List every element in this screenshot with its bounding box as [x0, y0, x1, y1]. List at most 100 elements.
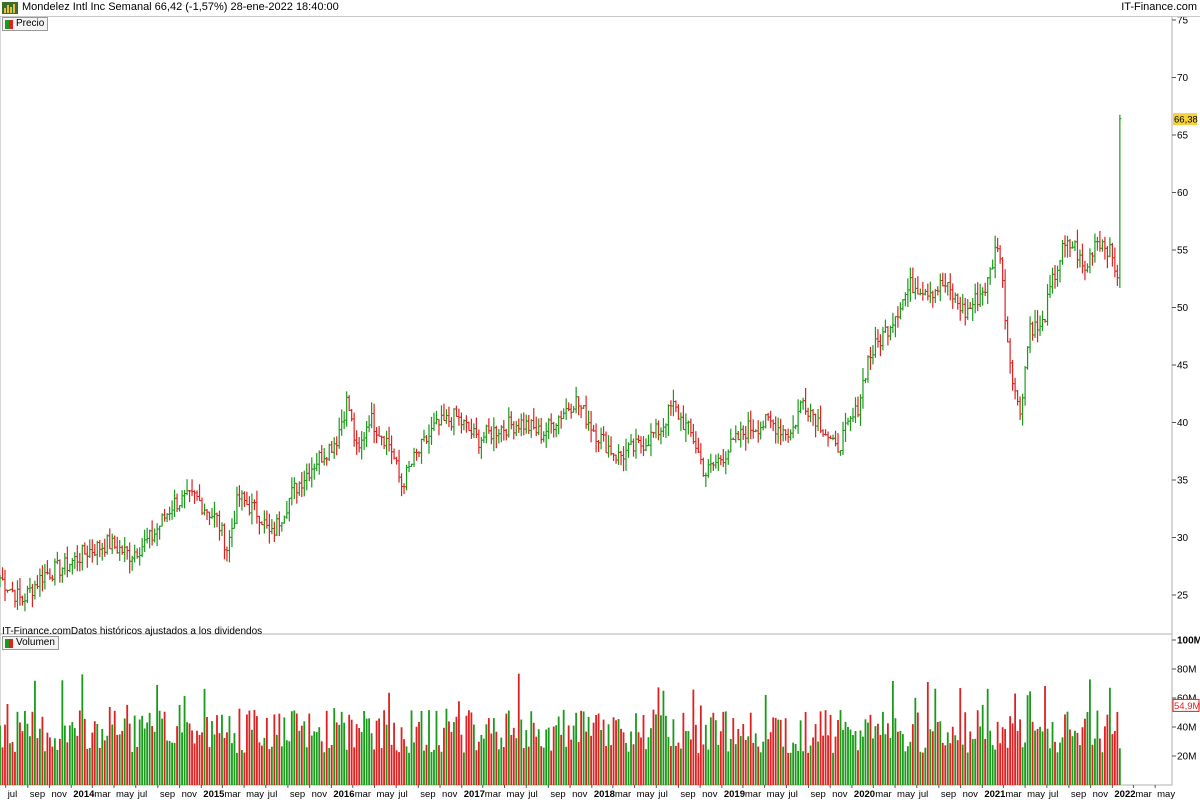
- volume-bar: [283, 717, 286, 785]
- volume-bar: [789, 752, 792, 785]
- volume-bar: [994, 749, 997, 785]
- volume-bar: [19, 722, 21, 785]
- price-legend[interactable]: Precio: [2, 17, 49, 31]
- volume-bar: [176, 726, 178, 785]
- volume-bar: [482, 738, 485, 785]
- volume-bar: [73, 728, 76, 785]
- volume-bar: [959, 688, 962, 785]
- volume-bar: [448, 721, 450, 785]
- volume-bar: [1016, 730, 1019, 785]
- volume-bar: [153, 731, 156, 785]
- volume-bar: [562, 709, 565, 785]
- volume-bar: [650, 728, 652, 785]
- x-axis-label: jul: [7, 789, 18, 800]
- volume-bar: [719, 731, 722, 785]
- volume-bar: [188, 723, 191, 785]
- x-axis-label: 2015: [203, 789, 225, 800]
- volume-bar: [522, 748, 525, 785]
- volume-bar: [470, 712, 473, 785]
- volume-bar: [747, 736, 750, 785]
- volume-bar: [839, 710, 842, 785]
- volume-bar: [575, 712, 578, 785]
- volume-bar: [206, 716, 208, 785]
- volume-bar: [612, 717, 615, 785]
- x-axis-label: 2014: [73, 789, 95, 800]
- volume-bar: [694, 724, 697, 785]
- volume-bar: [161, 718, 164, 785]
- volume-bar: [31, 711, 34, 785]
- x-axis-label: may: [637, 789, 655, 800]
- x-axis-label: mar: [745, 789, 761, 800]
- volume-bar: [712, 712, 715, 785]
- volume-legend[interactable]: Volumen: [2, 636, 59, 650]
- volume-bar: [328, 747, 331, 785]
- volume-bar: [936, 721, 939, 785]
- volume-bar: [545, 729, 548, 785]
- volume-bar: [173, 742, 176, 785]
- legend-swatch-icon: [5, 638, 13, 648]
- x-axis-label: jul: [657, 789, 668, 800]
- volume-bar: [1006, 747, 1009, 785]
- volume-bar: [181, 732, 183, 785]
- x-axis-label: 2018: [594, 789, 615, 800]
- last-price-badge: [1173, 113, 1197, 126]
- volume-bar: [251, 729, 253, 785]
- x-axis-label: sep: [290, 789, 305, 800]
- volume-bar: [141, 715, 144, 785]
- volume-bar: [864, 719, 867, 785]
- x-axis-label: nov: [1093, 789, 1109, 800]
- volume-bar: [1069, 729, 1071, 785]
- volume-bar: [103, 740, 106, 785]
- volume-bar: [228, 716, 231, 785]
- volume-bar: [268, 749, 271, 785]
- volume-bar: [320, 741, 323, 785]
- volume-bar: [757, 746, 760, 785]
- volume-bar: [924, 747, 927, 785]
- x-axis-label: nov: [963, 789, 979, 800]
- volume-bar: [625, 742, 627, 785]
- volume-bar: [1061, 737, 1064, 785]
- volume-bar: [1056, 752, 1059, 785]
- volume-bar: [939, 721, 942, 785]
- volume-bar: [600, 729, 602, 785]
- volume-bar: [1096, 710, 1099, 785]
- volume-bar: [298, 730, 301, 785]
- volume-bar: [877, 723, 879, 785]
- volume-bar: [824, 710, 827, 785]
- volume-bar: [1034, 730, 1036, 785]
- volume-bar: [26, 723, 29, 785]
- volume-bar: [373, 749, 376, 785]
- volume-bar: [385, 724, 388, 785]
- volume-bar: [515, 738, 518, 785]
- volume-bar: [944, 745, 947, 785]
- volume-bar: [727, 751, 730, 785]
- volume-bar: [490, 733, 493, 785]
- volume-bar: [552, 726, 555, 785]
- volume-bar: [1059, 742, 1061, 785]
- volume-bar: [919, 751, 922, 785]
- volume-bar: [238, 708, 241, 785]
- x-axis-label: sep: [941, 789, 956, 800]
- volume-bar: [1084, 718, 1086, 785]
- volume-bar: [602, 719, 605, 785]
- volume-bar: [812, 737, 814, 785]
- volume-bar: [570, 739, 573, 785]
- volume-bar: [305, 747, 308, 785]
- volume-bar: [911, 724, 914, 785]
- volume-bar: [36, 738, 39, 785]
- volume-bar: [1029, 691, 1031, 785]
- x-axis-label: may: [246, 789, 264, 800]
- volume-bar: [645, 749, 647, 785]
- volume-bar: [627, 751, 630, 785]
- volume-bar: [869, 714, 872, 785]
- volume-bar: [108, 706, 111, 785]
- price-axis-label: 55: [1177, 246, 1189, 257]
- x-axis-label: jul: [527, 789, 538, 800]
- volume-bar: [390, 744, 393, 785]
- volume-bar: [540, 746, 543, 785]
- volume-bar: [313, 731, 316, 785]
- volume-bar: [954, 735, 957, 785]
- legend-swatch-icon: [5, 19, 13, 29]
- volume-bar: [854, 730, 857, 785]
- volume-bar: [1049, 748, 1051, 785]
